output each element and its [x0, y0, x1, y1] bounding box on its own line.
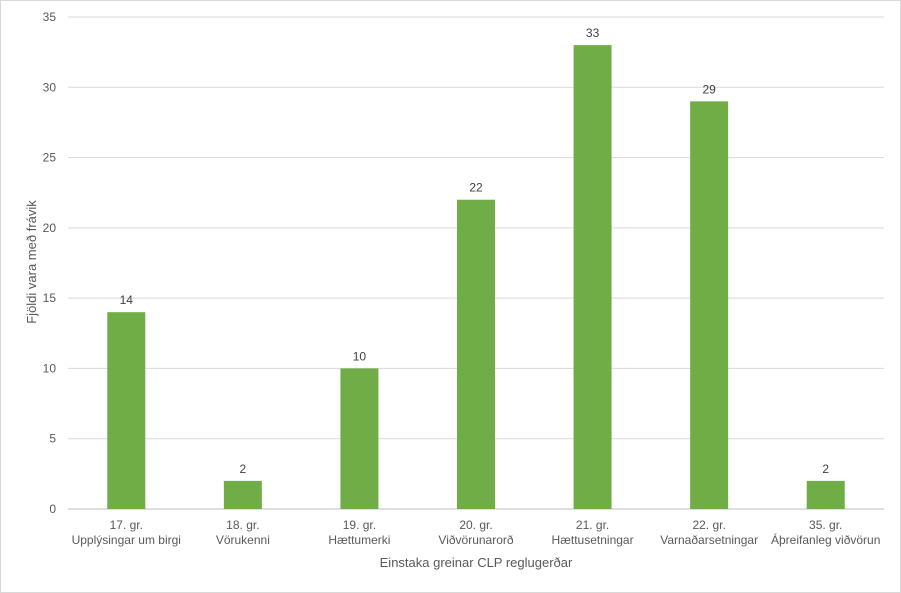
x-tick-label: 20. gr. Viðvörunarorð	[438, 518, 513, 547]
y-tick-label: 10	[43, 361, 57, 375]
bar	[457, 199, 495, 509]
y-tick-label: 35	[43, 10, 57, 24]
data-label: 14	[120, 293, 134, 307]
y-tick-label: 15	[43, 291, 57, 305]
y-tick-label: 5	[49, 432, 56, 446]
bar	[690, 101, 729, 509]
bar	[340, 368, 379, 509]
data-label: 22	[469, 181, 483, 195]
x-tick-label: 22. gr. Varnaðarsetningar	[660, 518, 758, 547]
data-label: 10	[353, 349, 367, 363]
bar	[806, 480, 845, 509]
x-tick-label: 19. gr. Hættumerki	[328, 518, 390, 547]
bars	[107, 45, 845, 509]
data-label: 29	[702, 82, 716, 96]
data-labels: 14 2 10 22 33 29 2	[120, 26, 830, 476]
data-label: 2	[240, 462, 247, 476]
x-tick-label: 18. gr. Vörukenni	[216, 518, 270, 547]
y-axis-title: Fjöldi vara með frávik	[24, 200, 39, 324]
y-tick-label: 20	[43, 221, 57, 235]
data-label: 2	[822, 462, 829, 476]
x-axis-ticks: 17. gr. Upplýsingar um birgi 18. gr. Vöruke…	[72, 518, 881, 547]
x-tick-label: 17. gr. Upplýsingar um birgi	[72, 518, 181, 547]
y-axis-ticks: 0 5 10 15 20 25 30 35	[43, 10, 57, 516]
x-tick-label: 21. gr. Hættusetningar	[552, 518, 634, 547]
y-tick-label: 25	[43, 151, 57, 165]
data-label: 33	[586, 26, 600, 40]
bar	[107, 312, 146, 509]
x-axis-title: Einstaka greinar CLP reglugerðar	[380, 555, 573, 570]
bar	[223, 480, 262, 509]
y-tick-label: 0	[49, 502, 56, 516]
y-tick-label: 30	[43, 80, 57, 94]
x-tick-label: 35. gr. Áþreifanleg viðvörun	[771, 518, 880, 547]
bar	[573, 45, 612, 509]
